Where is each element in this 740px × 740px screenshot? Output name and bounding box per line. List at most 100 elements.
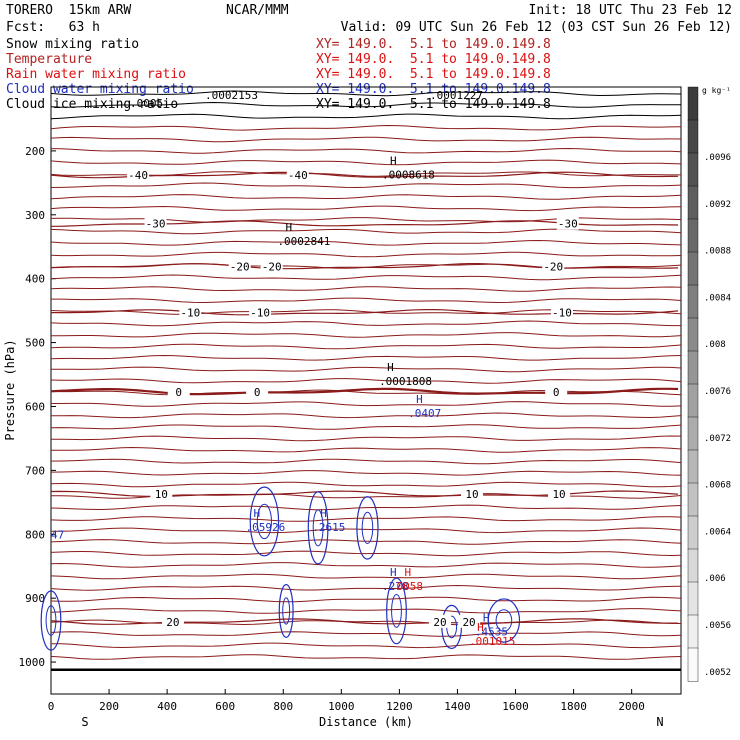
x-tick-label: 200: [99, 700, 119, 713]
isoline: [50, 470, 682, 476]
cloud-water-contour: [278, 583, 294, 638]
label-bg: [460, 487, 483, 501]
high-marker: H: [285, 221, 292, 234]
colorbar-segment: [687, 152, 699, 187]
temperature-contour-0: [50, 387, 679, 396]
isoline: [50, 458, 682, 465]
valid-time: Valid: 09 UTC Sun 26 Feb 12 (03 CST Sun …: [340, 20, 732, 35]
isoline: [50, 147, 682, 154]
colorbar-tick: .0076: [704, 387, 731, 397]
colorbar-segment: [687, 284, 699, 319]
cloud-water-contour: [256, 503, 272, 540]
temperature-label: 10: [155, 488, 168, 501]
isoline: [50, 90, 682, 97]
temperature-label: -10: [250, 307, 270, 320]
colorbar-tick: .0052: [704, 668, 731, 678]
isoline: [51, 435, 682, 442]
colorbar-segment: [687, 86, 699, 121]
isoline: [50, 619, 682, 626]
temperature-label: -30: [558, 218, 578, 231]
colorbar-segment: [687, 614, 699, 649]
cloud-water-contour: [391, 594, 402, 628]
colorbar-tick: .0096: [704, 153, 731, 163]
high-marker: H: [390, 566, 397, 579]
isoline: [50, 654, 682, 660]
x-tick-label: 2000: [618, 700, 645, 713]
isoline: [51, 332, 682, 338]
isoline: [50, 113, 682, 120]
isoline: [51, 412, 682, 419]
colorbar-segment: [687, 119, 699, 154]
x-axis-label: Distance (km): [319, 715, 413, 729]
temperature-label: 20: [433, 616, 446, 629]
colorbar-tick: .0088: [704, 247, 731, 257]
temperature-label: -10: [180, 307, 200, 320]
isoline: [50, 182, 682, 189]
high-marker: H: [390, 155, 397, 168]
colorbar-segment: [687, 581, 699, 616]
isoline: [51, 401, 682, 407]
temperature-contour-10: [50, 490, 679, 497]
isoline: [50, 124, 682, 131]
temperature-label: -40: [128, 169, 148, 182]
high-marker: H: [404, 566, 411, 579]
isoline: [50, 274, 682, 281]
label-bg: [429, 614, 452, 628]
max-value-label: .4535: [475, 625, 508, 638]
top-value-label: .0002153: [205, 89, 258, 102]
cloud-water-contour: [282, 597, 291, 625]
temperature-label: 0: [553, 386, 560, 399]
isoline: [51, 527, 682, 534]
cloud-water-contour: [487, 598, 521, 643]
cloud-water-contour: [386, 577, 407, 645]
label-bg: [545, 384, 568, 398]
forecast-hour: Fcst: 63 h: [6, 20, 100, 35]
label-bg: [556, 216, 579, 230]
label-bg: [228, 259, 251, 273]
isoline: [50, 309, 682, 315]
temperature-label: -20: [543, 261, 563, 274]
isoline: [50, 159, 682, 166]
center-name: NCAR/MMM: [226, 3, 289, 18]
cloud-water-contour: [356, 496, 379, 560]
max-value-label: .0001808: [379, 375, 432, 388]
temperature-contour--20: [50, 263, 679, 270]
y-tick-label: 900: [25, 592, 45, 605]
x-tick-label: 1400: [444, 700, 471, 713]
temperature-label: -20: [262, 261, 282, 274]
isoline: [50, 481, 682, 488]
field-xy-temperature: XY= 149.0. 5.1 to 149.0.149.8: [316, 52, 551, 67]
isoline: [50, 320, 681, 327]
field-name-snow: Snow mixing ratio: [6, 37, 140, 52]
x-tick-label: 0: [48, 700, 55, 713]
temperature-label: 0: [175, 386, 182, 399]
field-xy-cloud-ice: XY= 149.0. 5.1 to 149.0.149.8: [316, 97, 551, 112]
cloud-water-contour: [45, 605, 57, 636]
y-tick-label: 800: [25, 528, 45, 541]
north-end-label: N: [656, 715, 663, 729]
colorbar-unit: g kg⁻¹: [702, 86, 731, 95]
isoline: [50, 205, 682, 212]
isoline: [50, 596, 682, 603]
cloud-water-contours: [40, 486, 521, 651]
high-marker: H: [477, 621, 484, 634]
colorbar-segment: [687, 218, 699, 253]
colorbar-segment: [687, 449, 699, 484]
temperature-label: 20: [166, 616, 179, 629]
colorbar-segment: [687, 251, 699, 286]
field-name-temperature: Temperature: [6, 52, 93, 67]
south-end-label: S: [81, 715, 88, 729]
isoline: [50, 539, 682, 545]
isoline: [50, 550, 682, 557]
isoline: [50, 424, 682, 430]
isoline: [50, 573, 682, 580]
isoline: [50, 584, 682, 591]
cloud-water-contour: [40, 590, 62, 651]
colorbar-segment: [687, 383, 699, 418]
colorbar-segment: [687, 185, 699, 220]
top-value-label: .0005: [130, 97, 163, 110]
isoline: [51, 297, 682, 304]
max-value-label: .0407: [408, 407, 441, 420]
max-value-label: .0008618: [382, 169, 435, 182]
